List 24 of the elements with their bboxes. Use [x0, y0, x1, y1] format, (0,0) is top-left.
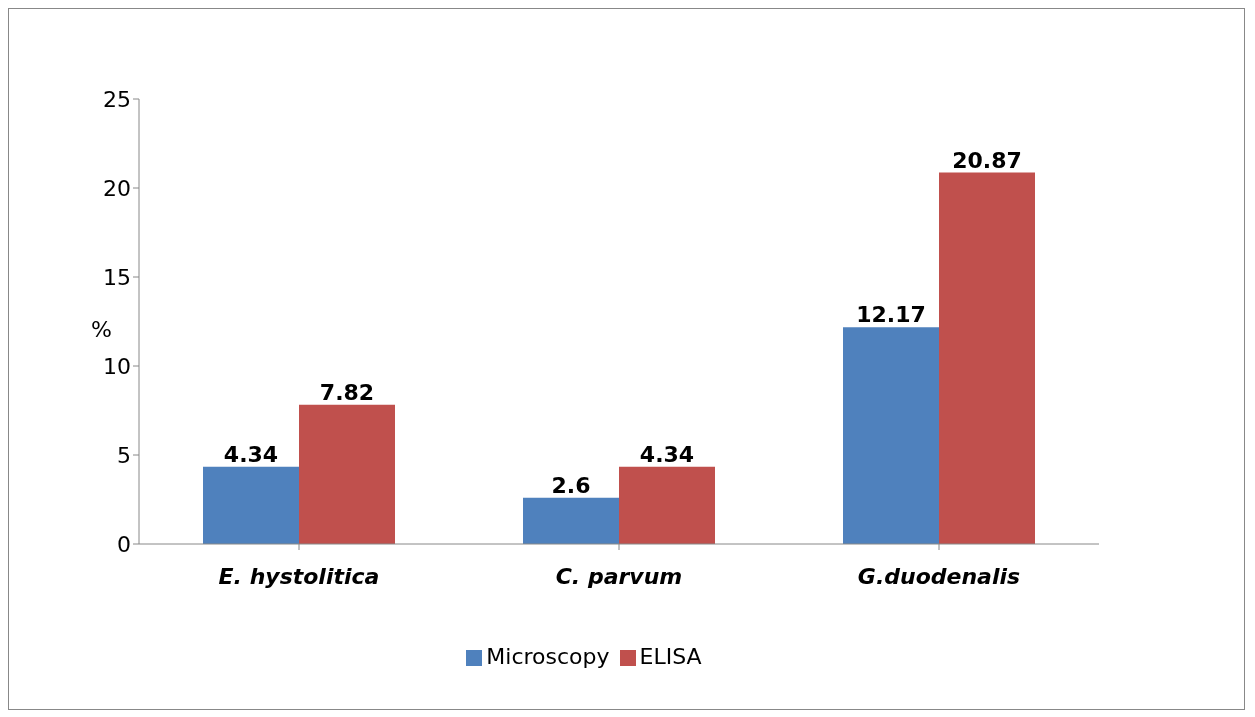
y-tick-label: 10	[103, 353, 131, 379]
x-tick-label: E. hystolitica	[218, 563, 380, 589]
bar	[203, 466, 299, 544]
y-tick-label: 5	[117, 442, 131, 468]
bar	[299, 404, 395, 544]
data-label: 7.82	[319, 379, 375, 405]
x-tick-label: G.duodenalis	[857, 563, 1021, 589]
data-label: 4.34	[223, 441, 279, 467]
data-label: 20.87	[952, 147, 1022, 173]
bar	[843, 327, 939, 544]
bar	[939, 172, 1035, 544]
legend-label: ELISA	[639, 644, 702, 669]
bar	[523, 497, 619, 544]
bar	[619, 466, 715, 544]
y-tick-label: 25	[103, 86, 131, 112]
data-label: 2.6	[551, 472, 591, 498]
data-label: 12.17	[856, 302, 926, 328]
y-tick-label: 15	[103, 264, 131, 290]
y-tick-label: 0	[117, 531, 131, 557]
data-label: 4.34	[639, 441, 695, 467]
legend-label: Microscopy	[486, 644, 610, 669]
y-axis-title: %	[91, 317, 112, 342]
y-tick-label: 20	[103, 175, 131, 201]
x-tick-label: C. parvum	[555, 563, 683, 589]
